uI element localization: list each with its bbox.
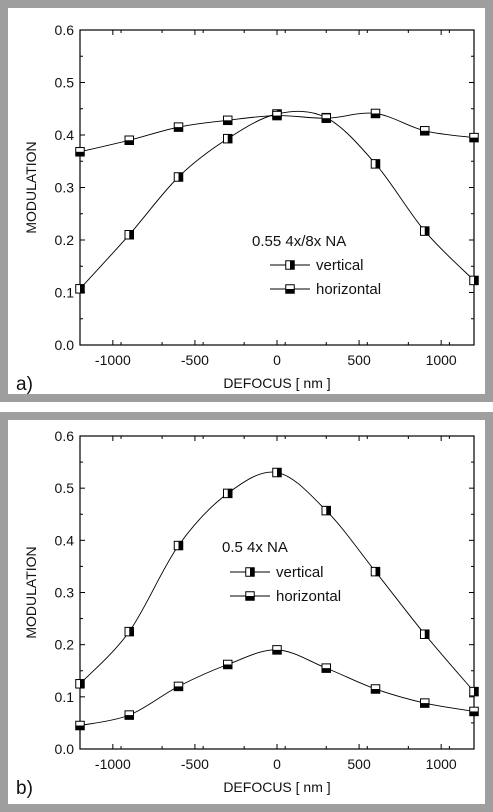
y-tick-label: 0.0 [55, 741, 75, 757]
data-point-vertical-fill [375, 159, 380, 169]
data-point-vertical-fill [424, 629, 429, 639]
panel-frame-a [0, 0, 493, 402]
data-point-vertical-fill [227, 489, 232, 498]
x-tick-label: 500 [347, 352, 371, 368]
chart-panel-a: 0.0 0.1 0.2 0.3 0.4 0.5 0.6 -1000 -500 0 500 1000 DE… [16, 22, 479, 395]
y-tick-label: 0.1 [55, 689, 75, 705]
data-point-horizontal-fill [75, 725, 85, 730]
panel-frame-b [0, 412, 493, 812]
data-point-vertical-fill [474, 276, 479, 285]
data-point-vertical-fill [227, 134, 232, 143]
data-point-vertical-fill [178, 541, 183, 550]
data-point-vertical-fill [474, 687, 479, 696]
data-point-horizontal-fill [272, 649, 282, 655]
x-axis-label: DEFOCUS [ nm ] [223, 779, 330, 795]
x-tick-label: -1000 [95, 756, 131, 772]
data-point-vertical-fill [375, 567, 380, 576]
y-tick-label: 0.5 [55, 480, 75, 496]
data-point-horizontal-fill [322, 118, 331, 123]
legend-title: 0.55 4x/8x NA [252, 233, 346, 250]
x-tick-label: -500 [181, 352, 209, 368]
y-axis-label: MODULATION [23, 546, 39, 638]
legend: 0.5 4x NA vertical horizontal [222, 539, 341, 605]
x-tick-label: -500 [181, 756, 209, 772]
legend-marker-vertical-fill [250, 567, 255, 577]
y-tick-label: 0.6 [55, 22, 75, 38]
data-point-horizontal-fill [125, 140, 134, 145]
data-point-horizontal-fill [223, 664, 232, 669]
data-point-horizontal-fill [125, 715, 134, 720]
data-point-horizontal-fill [371, 113, 380, 118]
legend-label-horizontal: horizontal [276, 588, 341, 605]
y-tick-label: 0.2 [55, 637, 75, 653]
data-point-horizontal-fill [469, 711, 479, 716]
y-tick-label: 0.6 [55, 428, 75, 444]
data-point-vertical-fill [424, 226, 429, 236]
legend-title: 0.5 4x NA [222, 539, 288, 556]
data-point-vertical-fill [80, 679, 85, 689]
chart-panel-b: 0.0 0.1 0.2 0.3 0.4 0.5 0.6 -1000 -500 0 500 1000 DE… [16, 428, 479, 799]
data-point-vertical-fill [178, 172, 183, 182]
data-point-horizontal-fill [174, 686, 183, 691]
data-point-horizontal-fill [322, 668, 331, 673]
y-tick-label: 0.1 [55, 285, 75, 301]
series-vertical [75, 467, 479, 697]
series-horizontal [75, 108, 479, 157]
legend-marker-horizontal-fill [245, 596, 255, 601]
x-tick-label: 0 [273, 352, 281, 368]
data-point-horizontal-fill [223, 120, 232, 125]
panel-label: b) [16, 778, 33, 799]
data-point-horizontal-fill [272, 115, 282, 120]
y-tick-label: 0.4 [55, 532, 75, 548]
y-axis-label: MODULATION [23, 141, 39, 233]
data-point-vertical-fill [129, 230, 134, 239]
data-point-horizontal-fill [174, 127, 183, 132]
data-point-vertical-fill [80, 284, 85, 294]
x-tick-label: 500 [347, 756, 371, 772]
data-point-vertical-fill [277, 468, 282, 477]
panel-label: a) [16, 374, 33, 395]
x-tick-label: 1000 [426, 352, 457, 368]
legend-marker-horizontal-fill [285, 289, 295, 294]
y-tick-label: 0.3 [55, 585, 75, 601]
legend-label-horizontal: horizontal [316, 281, 381, 298]
legend: 0.55 4x/8x NA vertical horizontal [252, 233, 381, 298]
y-tick-label: 0.2 [55, 232, 75, 248]
data-point-horizontal-fill [469, 137, 479, 142]
series-horizontal [75, 645, 479, 731]
y-tick-label: 0.0 [55, 337, 75, 353]
legend-label-vertical: vertical [316, 257, 364, 274]
data-point-horizontal-fill [75, 151, 85, 157]
y-tick-label: 0.3 [55, 180, 75, 196]
x-axis-label: DEFOCUS [ nm ] [223, 375, 330, 391]
y-tick-label: 0.4 [55, 127, 75, 143]
data-point-horizontal-fill [420, 130, 429, 136]
data-point-vertical-fill [129, 627, 134, 636]
legend-marker-vertical-fill [290, 260, 295, 270]
data-point-horizontal-fill [420, 703, 429, 708]
y-tick-label: 0.5 [55, 75, 75, 91]
data-point-vertical-fill [326, 506, 331, 515]
legend-label-vertical: vertical [276, 564, 324, 581]
x-tick-label: 1000 [426, 756, 457, 772]
x-tick-label: 0 [273, 756, 281, 772]
data-point-horizontal-fill [371, 689, 380, 694]
x-tick-label: -1000 [95, 352, 131, 368]
